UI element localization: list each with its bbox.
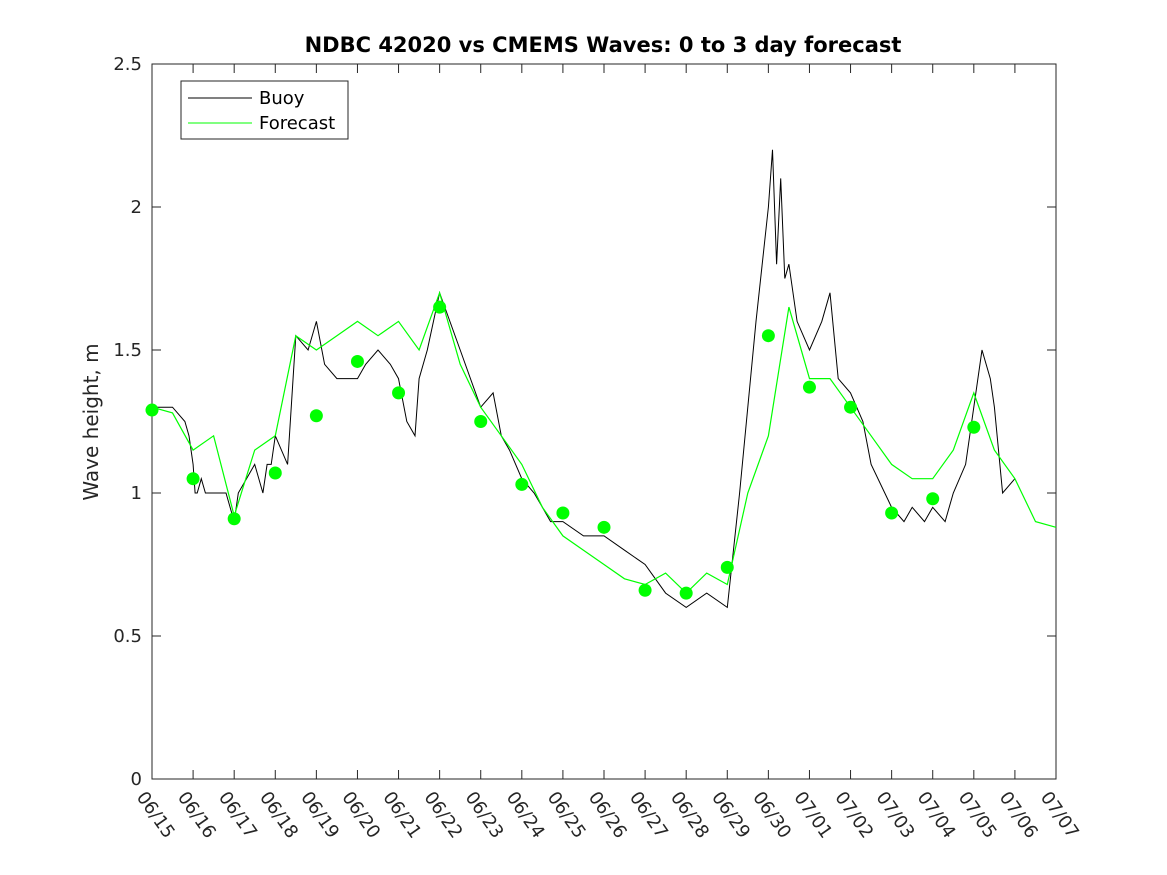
y-tick-label: 2.5 (113, 54, 142, 75)
y-tick-label: 0 (131, 769, 142, 790)
analysis-marker (474, 415, 488, 428)
x-tick-label: 06/28 (666, 788, 713, 843)
x-tick-label: 06/16 (173, 788, 220, 843)
x-tick-label: 06/25 (543, 788, 590, 843)
analysis-marker (885, 506, 899, 520)
x-tick-label: 06/30 (748, 788, 795, 843)
analysis-marker (638, 583, 652, 597)
x-tick-label: 06/22 (420, 788, 467, 843)
x-tick-label: 06/19 (296, 788, 343, 843)
analysis-marker (433, 300, 447, 314)
x-tick-label: 06/24 (502, 788, 549, 843)
y-tick-label: 2 (131, 197, 142, 218)
analysis-marker (268, 466, 282, 480)
analysis-marker (515, 477, 529, 491)
analysis-marker (720, 560, 734, 574)
x-tick-label: 07/01 (789, 788, 836, 843)
x-tick-label: 06/15 (132, 788, 179, 843)
analysis-marker (350, 354, 364, 368)
legend-label: Forecast (259, 113, 335, 134)
series-line-forecast (151, 290, 1057, 594)
legend-box (180, 80, 349, 140)
y-tick-label: 1.5 (113, 340, 142, 361)
x-tick-label: 06/26 (584, 788, 631, 843)
chart-title: NDBC 42020 vs CMEMS Waves: 0 to 3 day fo… (305, 33, 902, 57)
analysis-marker (844, 400, 858, 414)
x-tick-label: 07/05 (954, 788, 1001, 843)
x-tick-label: 07/02 (830, 788, 877, 843)
analysis-marker (597, 520, 611, 534)
x-tick-label: 07/07 (1036, 788, 1083, 843)
x-tick-label: 06/17 (214, 788, 261, 843)
x-tick-label: 06/20 (337, 788, 384, 843)
analysis-marker (761, 329, 775, 343)
y-tick-label: 0.5 (113, 626, 142, 647)
y-axis-label: Wave height, m (79, 343, 103, 500)
x-tick-label: 07/04 (913, 788, 960, 843)
analysis-marker (309, 409, 323, 423)
analysis-marker (679, 586, 693, 600)
y-tick-label: 1 (131, 483, 142, 504)
analysis-marker (392, 386, 406, 400)
legend: Buoy Forecast (180, 80, 349, 140)
x-tick-label: 06/23 (461, 788, 508, 843)
x-tick-label: 06/21 (378, 788, 425, 843)
x-tick-label: 06/27 (625, 788, 672, 843)
analysis-marker (926, 492, 940, 506)
series-line-buoy (152, 149, 1016, 609)
legend-label: Buoy (259, 88, 305, 109)
x-tick-label: 06/18 (255, 788, 302, 843)
analysis-marker (556, 506, 570, 520)
x-tick-label: 06/29 (707, 788, 754, 843)
analysis-marker (227, 512, 241, 526)
analysis-marker (802, 380, 816, 394)
analysis-marker (186, 472, 200, 486)
x-tick-label: 07/03 (872, 788, 919, 843)
analysis-marker (145, 403, 159, 417)
plot-area: 00.511.522.506/1506/1606/1706/1806/1906/… (113, 54, 1083, 842)
analysis-marker (967, 420, 981, 434)
axes-box (151, 63, 1057, 780)
x-tick-label: 07/06 (995, 788, 1042, 843)
